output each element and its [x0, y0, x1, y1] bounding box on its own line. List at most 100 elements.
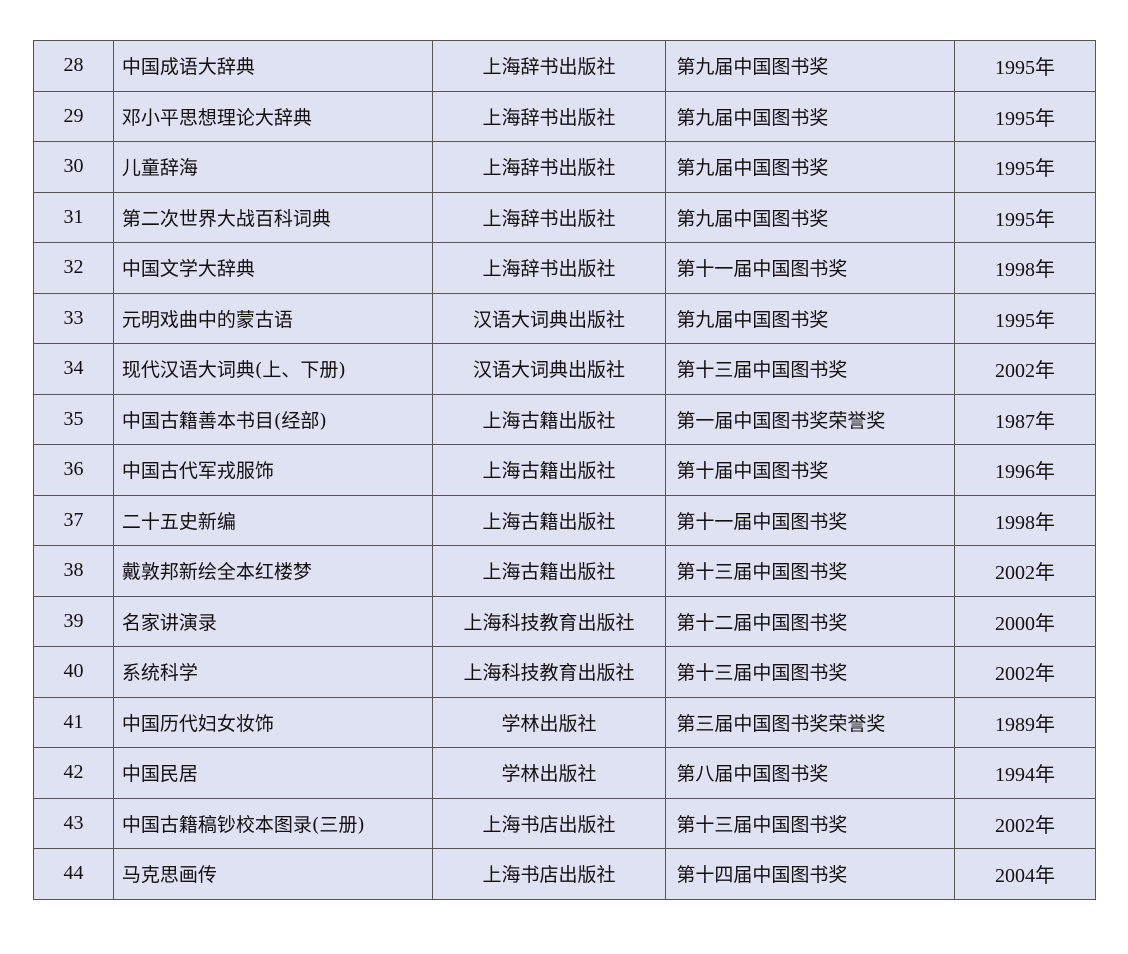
row-number-cell: 31 — [33, 191, 114, 243]
row-number-cell: 30 — [33, 141, 114, 193]
table-row: 31 第二次世界大战百科词典 上海辞书出版社 第九届中国图书奖 1995年 — [33, 191, 1096, 243]
book-title-cell: 戴敦邦新绘全本红楼梦 — [112, 545, 433, 597]
row-number-cell: 43 — [33, 797, 114, 849]
award-name-cell: 第九届中国图书奖 — [665, 90, 956, 142]
book-title-cell: 现代汉语大词典(上、下册) — [112, 343, 433, 395]
award-name-cell: 第九届中国图书奖 — [665, 40, 956, 92]
row-number-cell: 39 — [33, 595, 114, 647]
row-number-cell: 38 — [33, 545, 114, 597]
publisher-cell: 学林出版社 — [431, 747, 667, 799]
award-name-cell: 第十三届中国图书奖 — [665, 797, 956, 849]
publisher-cell: 上海辞书出版社 — [431, 40, 667, 92]
award-name-cell: 第一届中国图书奖荣誉奖 — [665, 393, 956, 445]
award-year-cell: 2002年 — [954, 343, 1096, 395]
award-name-cell: 第九届中国图书奖 — [665, 292, 956, 344]
book-title-cell: 名家讲演录 — [112, 595, 433, 647]
publisher-cell: 上海科技教育出版社 — [431, 646, 667, 698]
table-row: 40 系统科学 上海科技教育出版社 第十三届中国图书奖 2002年 — [33, 646, 1096, 698]
book-title-cell: 中国古籍稿钞校本图录(三册) — [112, 797, 433, 849]
award-name-cell: 第九届中国图书奖 — [665, 191, 956, 243]
row-number-cell: 35 — [33, 393, 114, 445]
publisher-cell: 上海辞书出版社 — [431, 191, 667, 243]
table-row: 36 中国古代军戎服饰 上海古籍出版社 第十届中国图书奖 1996年 — [33, 444, 1096, 496]
book-title-cell: 中国历代妇女妆饰 — [112, 696, 433, 748]
publisher-cell: 上海辞书出版社 — [431, 242, 667, 294]
book-title-cell: 中国古代军戎服饰 — [112, 444, 433, 496]
award-year-cell: 1994年 — [954, 747, 1096, 799]
table-row: 39 名家讲演录 上海科技教育出版社 第十二届中国图书奖 2000年 — [33, 595, 1096, 647]
publisher-cell: 学林出版社 — [431, 696, 667, 748]
row-number-cell: 44 — [33, 848, 114, 900]
award-year-cell: 1995年 — [954, 90, 1096, 142]
publisher-cell: 上海辞书出版社 — [431, 141, 667, 193]
row-number-cell: 36 — [33, 444, 114, 496]
row-number-cell: 37 — [33, 494, 114, 546]
row-number-cell: 34 — [33, 343, 114, 395]
award-year-cell: 2000年 — [954, 595, 1096, 647]
publisher-cell: 上海古籍出版社 — [431, 444, 667, 496]
award-name-cell: 第十四届中国图书奖 — [665, 848, 956, 900]
award-year-cell: 1995年 — [954, 40, 1096, 92]
book-title-cell: 邓小平思想理论大辞典 — [112, 90, 433, 142]
award-year-cell: 2002年 — [954, 797, 1096, 849]
row-number-cell: 40 — [33, 646, 114, 698]
award-year-cell: 1995年 — [954, 141, 1096, 193]
award-name-cell: 第十一届中国图书奖 — [665, 242, 956, 294]
table-row: 30 儿童辞海 上海辞书出版社 第九届中国图书奖 1995年 — [33, 141, 1096, 193]
award-name-cell: 第十届中国图书奖 — [665, 444, 956, 496]
publisher-cell: 上海书店出版社 — [431, 797, 667, 849]
book-title-cell: 中国民居 — [112, 747, 433, 799]
publisher-cell: 上海书店出版社 — [431, 848, 667, 900]
table-row: 34 现代汉语大词典(上、下册) 汉语大词典出版社 第十三届中国图书奖 2002年 — [33, 343, 1096, 395]
publisher-cell: 上海古籍出版社 — [431, 494, 667, 546]
table-row: 28 中国成语大辞典 上海辞书出版社 第九届中国图书奖 1995年 — [33, 40, 1096, 92]
award-books-table: 28 中国成语大辞典 上海辞书出版社 第九届中国图书奖 1995年 29 邓小平思想理论大辞… — [33, 40, 1096, 900]
award-year-cell: 1998年 — [954, 242, 1096, 294]
award-year-cell: 1998年 — [954, 494, 1096, 546]
row-number-cell: 29 — [33, 90, 114, 142]
row-number-cell: 32 — [33, 242, 114, 294]
publisher-cell: 上海古籍出版社 — [431, 393, 667, 445]
award-year-cell: 2002年 — [954, 646, 1096, 698]
row-number-cell: 33 — [33, 292, 114, 344]
award-year-cell: 1995年 — [954, 292, 1096, 344]
book-title-cell: 二十五史新编 — [112, 494, 433, 546]
table-row: 29 邓小平思想理论大辞典 上海辞书出版社 第九届中国图书奖 1995年 — [33, 90, 1096, 142]
book-title-cell: 第二次世界大战百科词典 — [112, 191, 433, 243]
book-title-cell: 中国成语大辞典 — [112, 40, 433, 92]
book-title-cell: 中国古籍善本书目(经部) — [112, 393, 433, 445]
book-title-cell: 儿童辞海 — [112, 141, 433, 193]
row-number-cell: 42 — [33, 747, 114, 799]
table-row: 44 马克思画传 上海书店出版社 第十四届中国图书奖 2004年 — [33, 848, 1096, 900]
table-row: 41 中国历代妇女妆饰 学林出版社 第三届中国图书奖荣誉奖 1989年 — [33, 696, 1096, 748]
publisher-cell: 汉语大词典出版社 — [431, 292, 667, 344]
publisher-cell: 汉语大词典出版社 — [431, 343, 667, 395]
award-year-cell: 2004年 — [954, 848, 1096, 900]
table-row: 35 中国古籍善本书目(经部) 上海古籍出版社 第一届中国图书奖荣誉奖 1987年 — [33, 393, 1096, 445]
table-body: 28 中国成语大辞典 上海辞书出版社 第九届中国图书奖 1995年 29 邓小平思想理论大辞… — [33, 40, 1096, 900]
book-title-cell: 系统科学 — [112, 646, 433, 698]
award-name-cell: 第八届中国图书奖 — [665, 747, 956, 799]
award-year-cell: 1995年 — [954, 191, 1096, 243]
row-number-cell: 28 — [33, 40, 114, 92]
award-name-cell: 第十一届中国图书奖 — [665, 494, 956, 546]
award-name-cell: 第十三届中国图书奖 — [665, 646, 956, 698]
table-row: 42 中国民居 学林出版社 第八届中国图书奖 1994年 — [33, 747, 1096, 799]
row-number-cell: 41 — [33, 696, 114, 748]
table-row: 43 中国古籍稿钞校本图录(三册) 上海书店出版社 第十三届中国图书奖 2002年 — [33, 797, 1096, 849]
award-year-cell: 1996年 — [954, 444, 1096, 496]
award-year-cell: 1987年 — [954, 393, 1096, 445]
publisher-cell: 上海辞书出版社 — [431, 90, 667, 142]
book-title-cell: 中国文学大辞典 — [112, 242, 433, 294]
book-title-cell: 元明戏曲中的蒙古语 — [112, 292, 433, 344]
publisher-cell: 上海科技教育出版社 — [431, 595, 667, 647]
book-title-cell: 马克思画传 — [112, 848, 433, 900]
award-year-cell: 1989年 — [954, 696, 1096, 748]
award-year-cell: 2002年 — [954, 545, 1096, 597]
table-row: 32 中国文学大辞典 上海辞书出版社 第十一届中国图书奖 1998年 — [33, 242, 1096, 294]
publisher-cell: 上海古籍出版社 — [431, 545, 667, 597]
award-name-cell: 第三届中国图书奖荣誉奖 — [665, 696, 956, 748]
award-name-cell: 第九届中国图书奖 — [665, 141, 956, 193]
award-name-cell: 第十二届中国图书奖 — [665, 595, 956, 647]
award-name-cell: 第十三届中国图书奖 — [665, 545, 956, 597]
